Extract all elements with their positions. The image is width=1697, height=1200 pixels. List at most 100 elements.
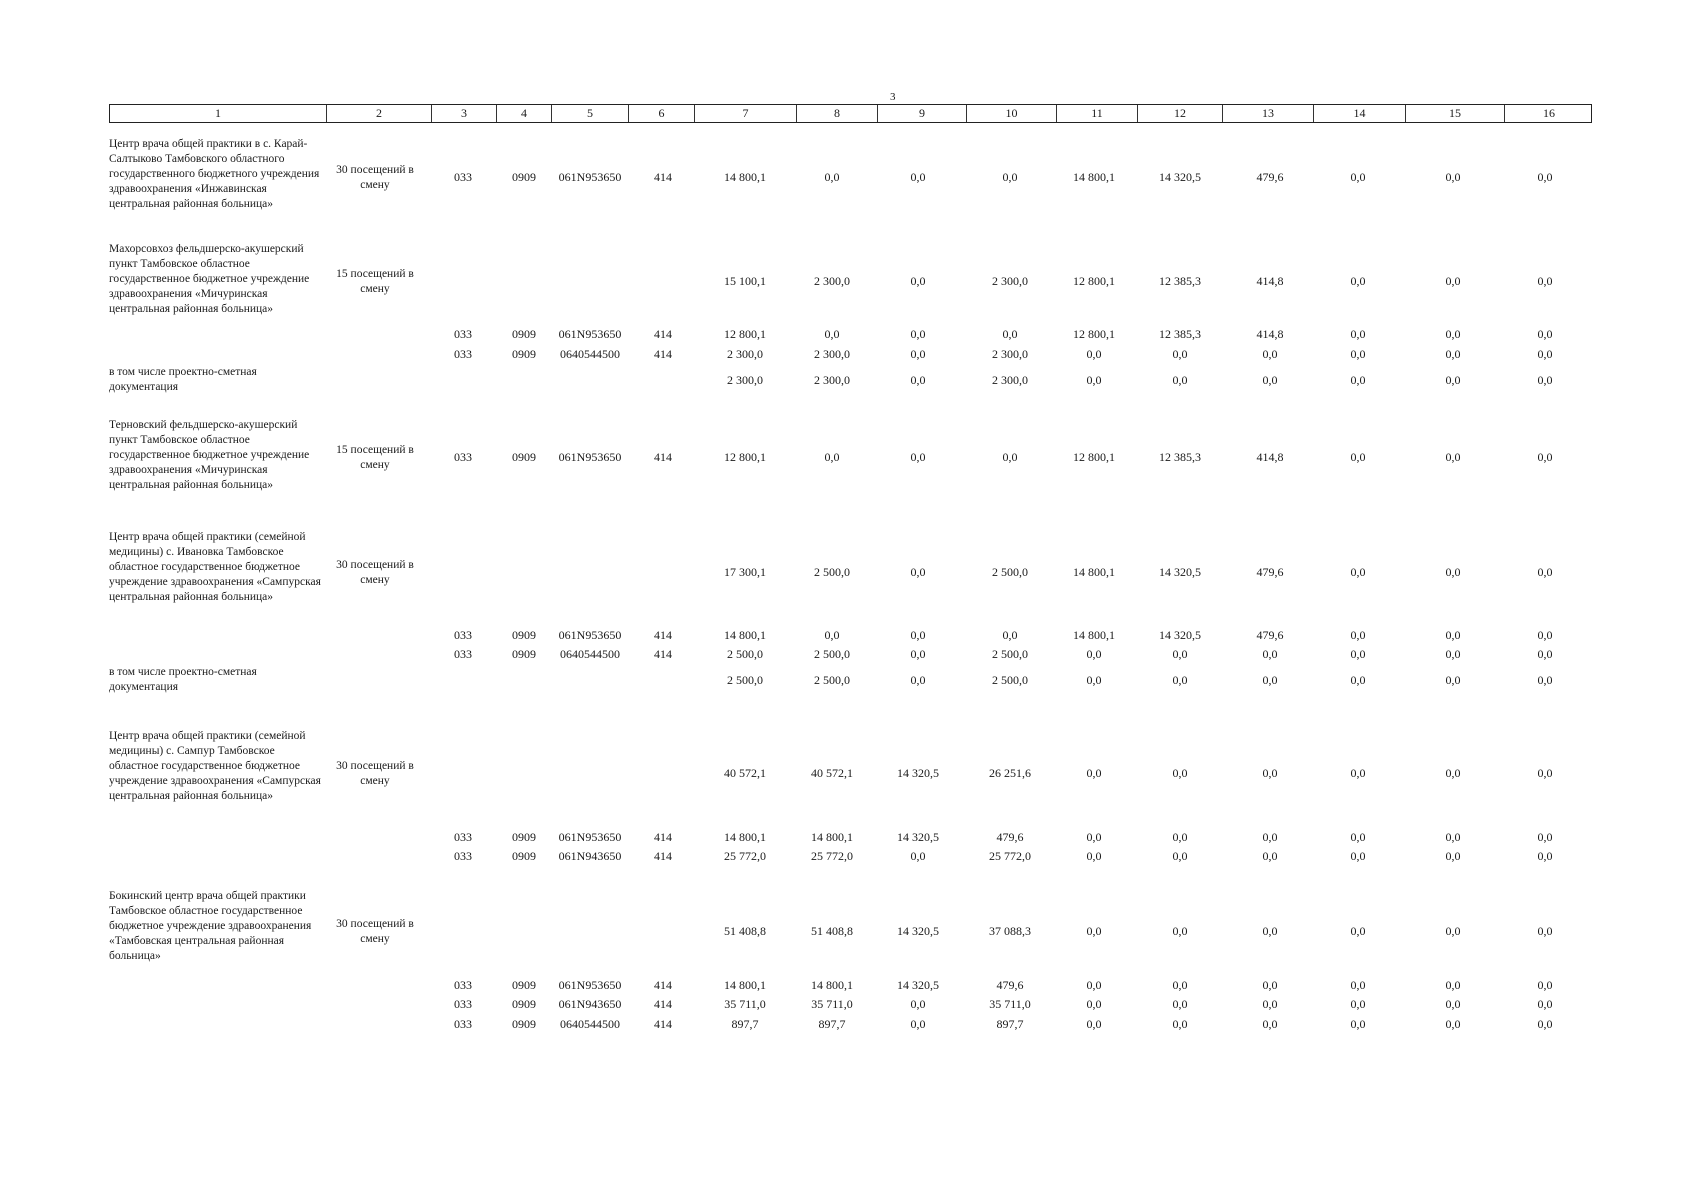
table-cell: 479,6 bbox=[1256, 565, 1284, 579]
table-cell: 0,0 bbox=[910, 450, 926, 464]
table-cell: 0,0 bbox=[1172, 373, 1188, 387]
table-cell: 35 711,0 bbox=[989, 997, 1031, 1011]
page-number: 3 bbox=[890, 91, 896, 103]
table-cell: 51 408,8 bbox=[811, 924, 853, 938]
column-header: 14 bbox=[1314, 105, 1406, 122]
table-cell: 12 800,1 bbox=[1073, 327, 1115, 341]
table-cell: 0,0 bbox=[1172, 647, 1188, 661]
table-cell: 0,0 bbox=[1086, 347, 1102, 361]
table-cell: 0,0 bbox=[1086, 673, 1102, 687]
table-cell: 0,0 bbox=[1086, 830, 1102, 844]
table-cell: 37 088,3 bbox=[989, 924, 1031, 938]
table-cell: 414 bbox=[654, 170, 672, 184]
column-header: 2 bbox=[327, 105, 432, 122]
table-cell: 0909 bbox=[512, 997, 536, 1011]
table-cell: 0,0 bbox=[1445, 1017, 1461, 1031]
facility-name: Терновский фельдшерско-акушерский пункт … bbox=[109, 419, 310, 491]
table-cell: 0,0 bbox=[1350, 849, 1366, 863]
capacity: 15 посещений в смену bbox=[336, 444, 414, 471]
table-cell: 0,0 bbox=[1445, 628, 1461, 642]
table-cell: 0909 bbox=[512, 978, 536, 992]
table-cell: 0,0 bbox=[824, 170, 840, 184]
table-cell: 2 300,0 bbox=[992, 347, 1028, 361]
table-cell: 0,0 bbox=[1445, 565, 1461, 579]
table-cell: 14 800,1 bbox=[724, 830, 766, 844]
table-cell: 0909 bbox=[512, 647, 536, 661]
table-cell: 479,6 bbox=[996, 830, 1024, 844]
table-cell: 033 bbox=[454, 997, 472, 1011]
table-cell: 0,0 bbox=[1537, 830, 1553, 844]
table-cell: 0,0 bbox=[1002, 628, 1018, 642]
column-header: 10 bbox=[967, 105, 1057, 122]
table-cell: 0,0 bbox=[1445, 327, 1461, 341]
table-cell: 0,0 bbox=[1350, 830, 1366, 844]
table-cell: 12 385,3 bbox=[1159, 274, 1201, 288]
table-cell: 0,0 bbox=[1445, 373, 1461, 387]
table-cell: 14 800,1 bbox=[1073, 170, 1115, 184]
table-cell: 0,0 bbox=[1537, 1017, 1553, 1031]
table-cell: 0,0 bbox=[1172, 830, 1188, 844]
column-header: 4 bbox=[497, 105, 552, 122]
table-cell: 0,0 bbox=[1445, 647, 1461, 661]
table-cell: 0909 bbox=[512, 1017, 536, 1031]
table-cell: 14 320,5 bbox=[897, 830, 939, 844]
table-cell: 0,0 bbox=[1445, 997, 1461, 1011]
table-cell: 0909 bbox=[512, 450, 536, 464]
table-cell: 2 500,0 bbox=[992, 673, 1028, 687]
column-header: 3 bbox=[432, 105, 497, 122]
table-cell: 2 300,0 bbox=[992, 373, 1028, 387]
table-cell: 0909 bbox=[512, 628, 536, 642]
table-cell: 12 800,1 bbox=[724, 327, 766, 341]
table-cell: 061N943650 bbox=[558, 849, 622, 863]
table-cell: 0,0 bbox=[1262, 997, 1278, 1011]
table-cell: 0,0 bbox=[1537, 628, 1553, 642]
table-cell: 0,0 bbox=[1350, 347, 1366, 361]
table-cell: 0,0 bbox=[1537, 997, 1553, 1011]
capacity: 30 посещений в смену bbox=[336, 164, 414, 191]
table-cell: 0,0 bbox=[1350, 647, 1366, 661]
table-cell: 414 bbox=[654, 997, 672, 1011]
table-cell: 0,0 bbox=[1086, 766, 1102, 780]
table-cell: 0,0 bbox=[1172, 673, 1188, 687]
table-cell: 0,0 bbox=[824, 628, 840, 642]
column-header: 12 bbox=[1138, 105, 1223, 122]
table-cell: 061N953650 bbox=[558, 450, 622, 464]
facility-name: Центр врача общей практики (семейной мед… bbox=[109, 531, 321, 603]
table-cell: 0,0 bbox=[1537, 347, 1553, 361]
table-cell: 0,0 bbox=[1445, 978, 1461, 992]
table-cell: 2 500,0 bbox=[814, 647, 850, 661]
column-header: 11 bbox=[1057, 105, 1138, 122]
table-cell: 2 500,0 bbox=[727, 673, 763, 687]
table-cell: 14 320,5 bbox=[897, 978, 939, 992]
table-cell: 414 bbox=[654, 830, 672, 844]
table-cell: 0,0 bbox=[1350, 1017, 1366, 1031]
table-cell: 414 bbox=[654, 849, 672, 863]
table-cell: 40 572,1 bbox=[811, 766, 853, 780]
table-cell: 061N943650 bbox=[558, 997, 622, 1011]
table-cell: 0,0 bbox=[1537, 766, 1553, 780]
table-cell: 033 bbox=[454, 450, 472, 464]
table-cell: 033 bbox=[454, 347, 472, 361]
table-cell: 2 500,0 bbox=[727, 647, 763, 661]
table-cell: 0,0 bbox=[1350, 565, 1366, 579]
table-cell: 061N953650 bbox=[558, 978, 622, 992]
table-cell: 14 800,1 bbox=[811, 830, 853, 844]
table-cell: 414 bbox=[654, 978, 672, 992]
table-cell: 414 bbox=[654, 628, 672, 642]
table-cell: 0,0 bbox=[1086, 373, 1102, 387]
column-header: 5 bbox=[552, 105, 629, 122]
table-cell: 0,0 bbox=[1172, 997, 1188, 1011]
table-cell: 14 320,5 bbox=[897, 766, 939, 780]
table-cell: 0,0 bbox=[1262, 673, 1278, 687]
table-cell: 0,0 bbox=[1445, 274, 1461, 288]
table-cell: 0,0 bbox=[910, 170, 926, 184]
table-cell: 061N953650 bbox=[558, 830, 622, 844]
table-cell: 0,0 bbox=[910, 628, 926, 642]
table-cell: 0,0 bbox=[1262, 849, 1278, 863]
table-cell: 14 800,1 bbox=[1073, 628, 1115, 642]
table-cell: 0,0 bbox=[1537, 673, 1553, 687]
table-cell: 26 251,6 bbox=[989, 766, 1031, 780]
table-cell: 479,6 bbox=[1256, 628, 1284, 642]
table-cell: 35 711,0 bbox=[811, 997, 853, 1011]
table-cell: 0909 bbox=[512, 849, 536, 863]
